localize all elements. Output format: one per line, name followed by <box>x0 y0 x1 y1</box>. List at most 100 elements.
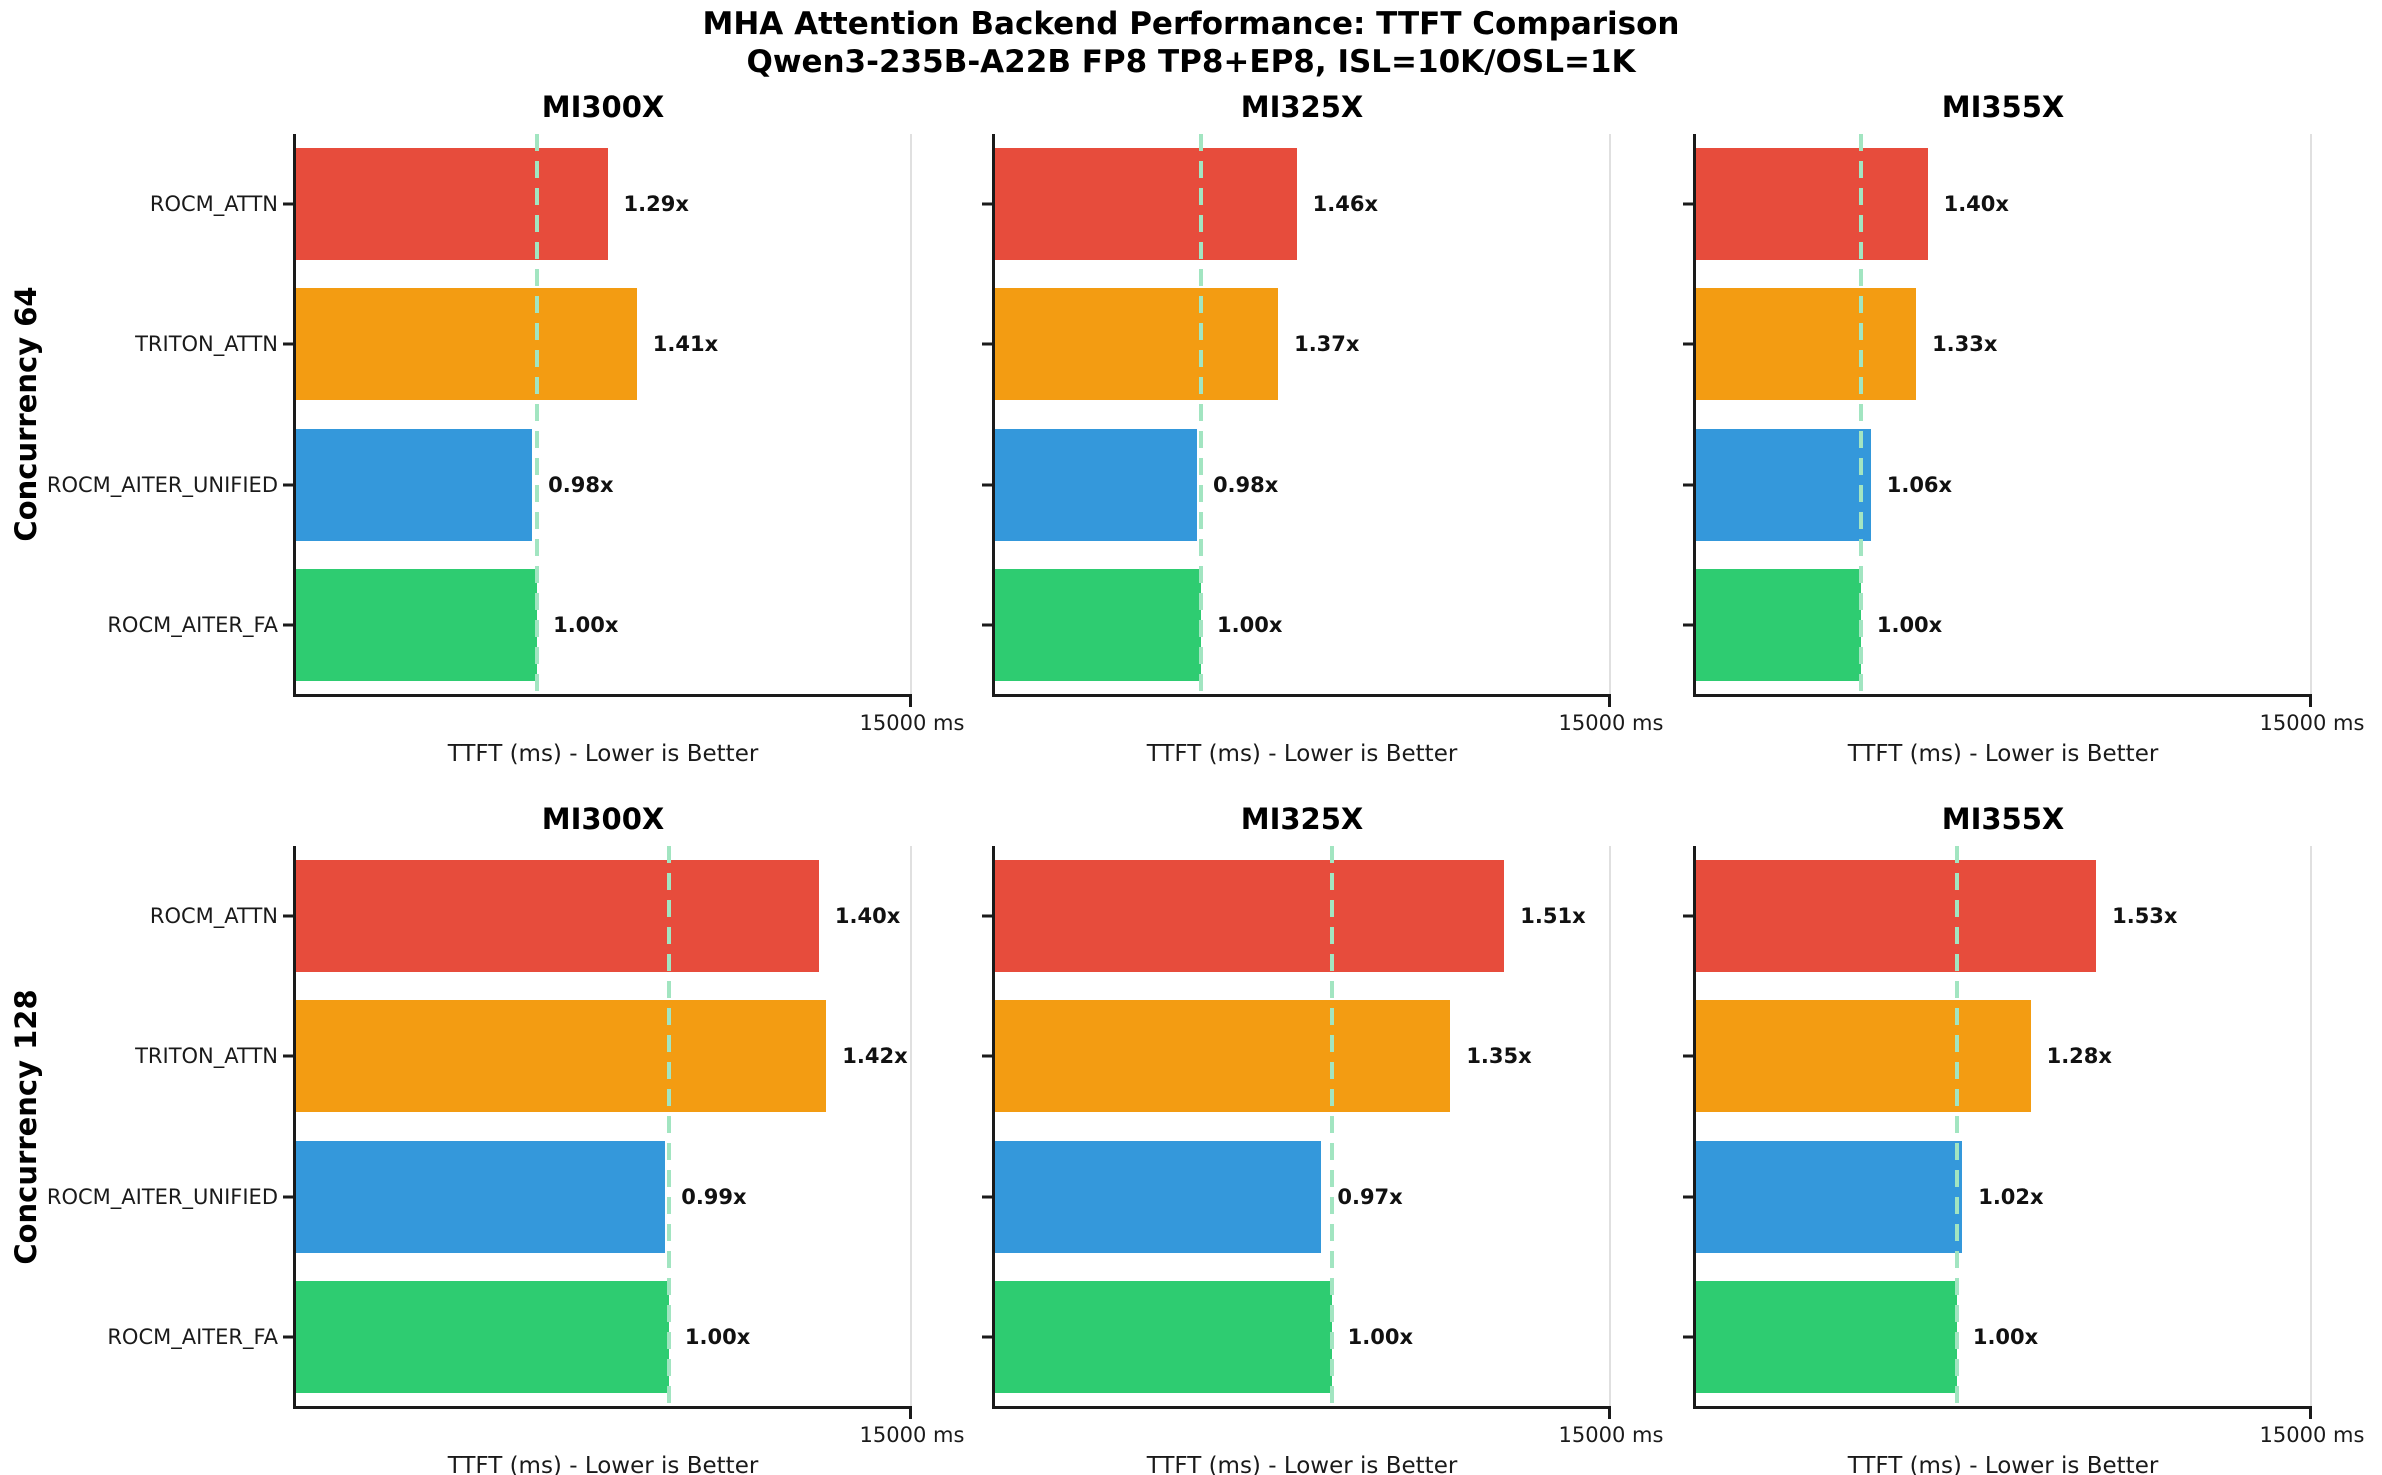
left-spine <box>991 134 995 697</box>
subplot-title: MI355X <box>1941 802 2065 836</box>
left-spine <box>292 134 296 697</box>
bar-value-label: 1.37x <box>1294 332 1360 357</box>
y-axis-tick <box>283 1195 293 1199</box>
right-spine <box>2310 134 2312 695</box>
bar-value-label: 0.98x <box>1212 472 1279 497</box>
figure-title-line1: MHA Attention Backend Performance: TTFT … <box>702 6 1680 42</box>
x-axis-tick-label: 15000 ms <box>859 711 965 735</box>
category-label-rocm_aiter_unified: ROCM_AITER_UNIFIED <box>46 1184 278 1209</box>
bar-rocm_aiter_fa <box>993 1280 1332 1393</box>
bar-value-label: 1.00x <box>1347 1324 1414 1349</box>
bar-value-label: 0.97x <box>1337 1184 1403 1209</box>
bar-value-label: 1.28x <box>2046 1044 2112 1069</box>
bar-rocm_aiter_unified <box>993 1140 1322 1253</box>
left-spine <box>1692 134 1696 697</box>
bar-value-label: 1.29x <box>623 192 689 217</box>
bar-value-label: 1.51x <box>1520 904 1586 929</box>
x-axis-tick <box>909 696 912 707</box>
y-axis-tick <box>1683 914 1693 918</box>
bar-rocm_attn <box>294 148 608 261</box>
bar-rocm_attn <box>1694 860 2097 973</box>
right-spine <box>910 134 912 695</box>
bottom-spine <box>292 1405 912 1409</box>
baseline-dashed-line <box>535 134 540 695</box>
category-label-rocm_aiter_fa: ROCM_AITER_FA <box>107 612 278 637</box>
bar-rocm_aiter_unified <box>993 428 1197 541</box>
left-spine <box>1692 846 1696 1409</box>
category-label-triton_attn: TRITON_ATTN <box>135 1044 278 1069</box>
y-axis-tick <box>1683 1195 1693 1199</box>
baseline-dashed-line <box>1858 134 1863 695</box>
x-axis-tick-label: 15000 ms <box>2259 711 2365 735</box>
right-spine <box>1609 134 1611 695</box>
bar-value-label: 1.33x <box>1932 332 1998 357</box>
plot-area: ROCM_ATTN 1.29x TRITON_ATTN 1.41x ROCM_AITER… <box>47 134 912 707</box>
x-axis-tick-label: 15000 ms <box>1558 711 1664 735</box>
x-axis-title: TTFT (ms) - Lower is Better <box>1146 741 1458 767</box>
right-spine <box>2310 846 2312 1407</box>
y-axis-tick <box>1683 623 1693 627</box>
figure-title-line2: Qwen3-235B-A22B FP8 TP8+EP8, ISL=10K/OSL… <box>746 43 1636 80</box>
x-axis-title: TTFT (ms) - Lower is Better <box>447 741 759 767</box>
bar-value-label: 1.40x <box>834 904 901 929</box>
bar-value-label: 0.98x <box>548 472 614 497</box>
y-axis-tick <box>283 914 293 918</box>
subplot-mi300x-c128: MI300X ROCM_ATTN 1.40x TRITON_ATTN 1.42x ROC… <box>47 802 965 1475</box>
bar-value-label: 1.00x <box>1876 612 1943 637</box>
bar-triton_attn <box>294 1000 827 1113</box>
y-axis-tick <box>982 483 992 487</box>
baseline-dashed-line <box>1199 134 1204 695</box>
baseline-dashed-line <box>666 846 671 1407</box>
bar-rocm_attn <box>993 860 1505 973</box>
right-spine <box>1609 846 1611 1407</box>
plot-area: 1.40x 1.33x 1.06x 1.00x <box>1683 134 2312 707</box>
y-axis-tick <box>283 623 293 627</box>
x-axis-tick <box>2309 1408 2312 1419</box>
bar-value-label: 1.00x <box>1217 612 1283 637</box>
y-axis-tick <box>283 1054 293 1058</box>
bar-rocm_aiter_unified <box>294 428 533 541</box>
bar-value-label: 1.00x <box>553 612 619 637</box>
subplot-mi325x-c128: MI325X 1.51x 1.35x 0.97x 1.00x 15000 ms TTF… <box>982 802 1663 1475</box>
bar-value-label: 1.46x <box>1312 192 1378 217</box>
subplot-mi300x-c64: MI300X ROCM_ATTN 1.29x TRITON_ATTN 1.41x ROC… <box>47 90 965 767</box>
subplot-title: MI355X <box>1941 90 2065 124</box>
y-axis-tick <box>1683 342 1693 346</box>
bottom-spine <box>1692 693 2312 697</box>
figure-title: MHA Attention Backend Performance: TTFT … <box>703 6 1680 82</box>
category-label-rocm_aiter_fa: ROCM_AITER_FA <box>107 1324 278 1349</box>
x-axis-tick <box>1608 696 1611 707</box>
x-axis-tick-label: 15000 ms <box>859 1423 965 1447</box>
y-axis-tick <box>283 342 293 346</box>
subplot-mi355x-c128: MI355X 1.53x 1.28x 1.02x 1.00x 15000 ms TTF… <box>1683 802 2364 1475</box>
bottom-spine <box>991 1405 1611 1409</box>
category-label-triton_attn: TRITON_ATTN <box>135 332 278 357</box>
subplot-title: MI300X <box>541 802 665 836</box>
x-axis-tick <box>1608 1408 1611 1419</box>
y-axis-tick <box>982 1335 992 1339</box>
bar-value-label: 1.42x <box>842 1044 908 1069</box>
bar-triton_attn <box>1694 288 1917 401</box>
bar-triton_attn <box>993 288 1279 401</box>
bar-value-label: 1.40x <box>1943 192 2009 217</box>
bar-value-label: 1.06x <box>1886 472 1953 497</box>
x-axis-tick-label: 15000 ms <box>2259 1423 2365 1447</box>
y-axis-tick <box>982 342 992 346</box>
y-axis-tick <box>283 202 293 206</box>
bar-rocm_aiter_fa <box>1694 1280 1957 1393</box>
y-axis-tick <box>982 914 992 918</box>
category-label-rocm_attn: ROCM_ATTN <box>149 904 278 929</box>
subplot-mi325x-c64: MI325X 1.46x 1.37x 0.98x 1.00x 15000 ms TTF… <box>982 90 1663 767</box>
bar-value-label: 1.41x <box>652 332 719 357</box>
bar-rocm_aiter_fa <box>993 568 1202 681</box>
category-label-rocm_attn: ROCM_ATTN <box>149 192 278 217</box>
y-axis-tick <box>982 623 992 627</box>
x-axis-title: TTFT (ms) - Lower is Better <box>447 1453 759 1475</box>
bar-rocm_attn <box>1694 148 1928 261</box>
bottom-spine <box>991 693 1611 697</box>
bar-triton_attn <box>1694 1000 2031 1113</box>
bar-triton_attn <box>993 1000 1451 1113</box>
bar-value-label: 0.99x <box>681 1184 747 1209</box>
bar-value-label: 1.53x <box>2112 904 2178 929</box>
